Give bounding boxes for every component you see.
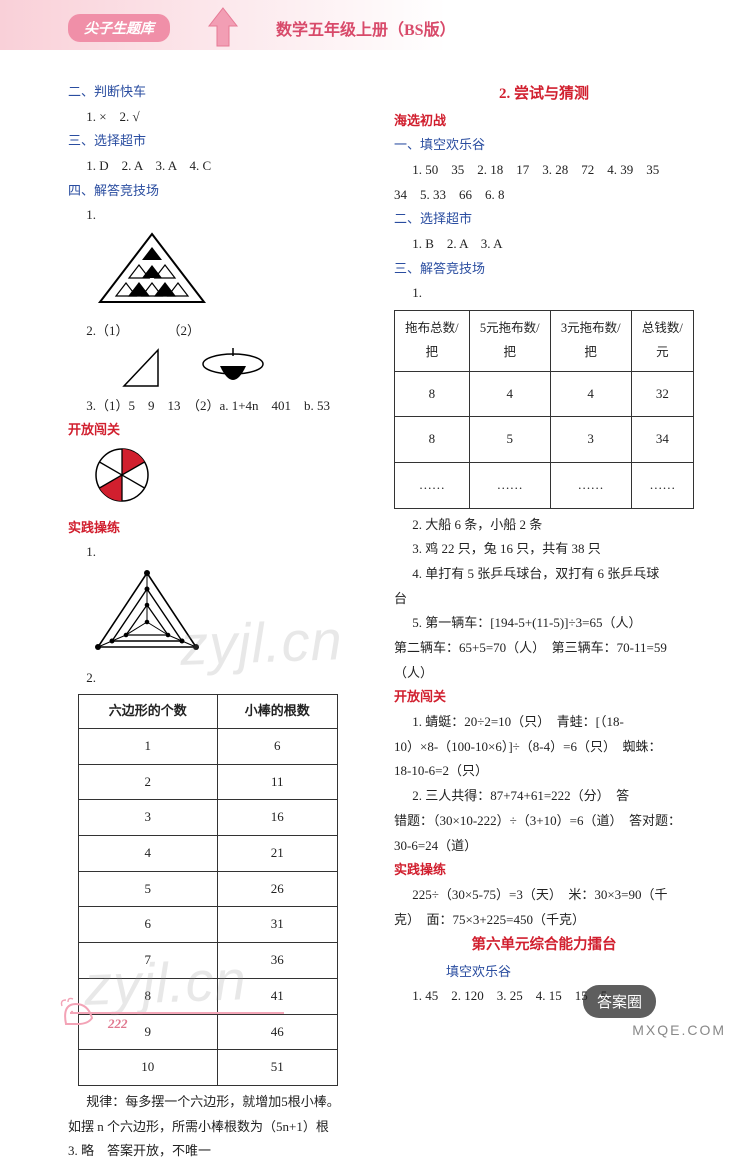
table-row: 16: [79, 729, 338, 765]
r-open-l5: 错题：（30×10-222）÷（3+10）=6（道） 答对题：: [394, 809, 694, 834]
r-open-title: 开放闯关: [394, 685, 694, 710]
answer-badge: 答案圈: [583, 985, 656, 1018]
spinning-top-icon: [200, 346, 266, 392]
practice-item-1: 1.: [68, 540, 368, 565]
nested-triangle-diagram: [92, 567, 368, 664]
practice-title: 实践操练: [68, 516, 368, 541]
table-row: 421: [79, 836, 338, 872]
table-row: ……………………: [395, 462, 694, 508]
r-open-l1: 1. 蜻蜓：20÷2=10（只） 青蛙：[（18-: [394, 710, 694, 735]
r-sec3-l4b: 台: [394, 587, 694, 612]
right-triangle-icon: [118, 346, 166, 390]
footer-divider: [70, 1012, 284, 1014]
r-practice-title: 实践操练: [394, 858, 694, 883]
section-3-answers: 1. D 2. A 3. A 4. C: [68, 154, 368, 179]
section-3-title: 三、选择超市: [68, 129, 368, 154]
r-section-1-title: 一、填空欢乐谷: [394, 133, 694, 158]
section-4-item-2: 2.（1） （2）: [68, 319, 368, 344]
r-open-l4: 2. 三人共得：87+74+61=222（分） 答: [394, 784, 694, 809]
cloth-table: 拖布总数/把 5元拖布数/把 3元拖布数/把 总钱数/元 84432 85334…: [394, 310, 694, 509]
section-2-answers: 1. × 2. √: [68, 105, 368, 130]
table-row: 526: [79, 871, 338, 907]
triangle-pattern-diagram: [92, 230, 368, 317]
section-2-title: 二、判断快车: [68, 80, 368, 105]
r-sec3-l5b: 第二辆车：65+5=70（人） 第三辆车：70-11=59: [394, 636, 694, 661]
page-footer: 222 答案圈 MXQE.COM: [0, 990, 744, 1040]
book-series-tag: 尖子生题库: [68, 14, 170, 42]
unit6-title: 第六单元综合能力擂台: [394, 932, 694, 960]
r-open-l2: 10）×8-（100-10×6）]÷（8-4）=6（只） 蜘蛛：: [394, 735, 694, 760]
table-row: 316: [79, 800, 338, 836]
hexagon-header-1: 六边形的个数: [79, 695, 218, 729]
table-row: 84432: [395, 371, 694, 417]
site-mark: MXQE.COM: [632, 1022, 726, 1038]
r-section-2-answers: 1. B 2. A 3. A: [394, 232, 694, 257]
page-header: 尖子生题库 数学五年级上册（BS版）: [0, 0, 744, 50]
section-4-item-1: 1.: [68, 203, 368, 228]
r-section-1-l2: 34 5. 33 66 6. 8: [394, 183, 694, 208]
r-sec3-l5c: （人）: [394, 661, 694, 686]
r-practice-l1: 225÷（30×5-75）=3（天） 米：30×3=90（千: [394, 883, 694, 908]
r-sec3-l5a: 5. 第一辆车：[194-5+(11-5)]÷3=65（人）: [394, 611, 694, 636]
page-number: 222: [108, 1016, 128, 1032]
rule-line-3: 3. 略 答案开放，不唯一: [68, 1139, 368, 1164]
table-row: 736: [79, 943, 338, 979]
cloth-h4: 总钱数/元: [631, 311, 693, 372]
circle-sector-diagram: [92, 445, 368, 514]
hexagon-header-2: 小棒的根数: [217, 695, 337, 729]
r-open-l3: 18-10-6=2（只）: [394, 759, 694, 784]
r-sec3-l2: 2. 大船 6 条，小船 2 条: [394, 513, 694, 538]
r-sec3-l4a: 4. 单打有 5 张乒乓球台，双打有 6 张乒乓球: [394, 562, 694, 587]
shape-diagrams: [118, 346, 368, 392]
section-4-title: 四、解答竞技场: [68, 179, 368, 204]
table-row: 631: [79, 907, 338, 943]
book-title: 数学五年级上册（BS版）: [276, 16, 456, 40]
r-section-1-l1: 1. 50 35 2. 18 17 3. 28 72 4. 39 35: [394, 158, 694, 183]
table-row: 211: [79, 764, 338, 800]
open-challenge-title: 开放闯关: [68, 418, 368, 443]
haixuan-title: 海选初战: [394, 109, 694, 134]
practice-item-2: 2.: [68, 666, 368, 691]
r-section-3-title: 三、解答竞技场: [394, 257, 694, 282]
section-4-item-3: 3.（1）5 9 13 （2）a. 1+4n 401 b. 53: [68, 394, 368, 419]
cloth-h2: 5元拖布数/把: [469, 311, 550, 372]
rule-line-2: 如摆 n 个六边形，所需小棒根数为（5n+1）根: [68, 1115, 368, 1140]
r-sec3-l3: 3. 鸡 22 只，兔 16 只，共有 38 只: [394, 537, 694, 562]
table-row: 85334: [395, 417, 694, 463]
r-section-2-title: 二、选择超市: [394, 207, 694, 232]
cloth-h1: 拖布总数/把: [395, 311, 470, 372]
table-row: 1051: [79, 1050, 338, 1086]
r-section-3-item-1: 1.: [394, 281, 694, 306]
chapter-title: 2. 尝试与猜测: [394, 80, 694, 109]
r-practice-l2: 克） 面：75×3+225=450（千克）: [394, 908, 694, 933]
rule-line-1: 规律：每多摆一个六边形，就增加5根小棒。: [68, 1090, 368, 1115]
cloth-h3: 3元拖布数/把: [550, 311, 631, 372]
unit6-sec1: 填空欢乐谷: [394, 960, 694, 985]
r-open-l6: 30-6=24（道）: [394, 834, 694, 859]
